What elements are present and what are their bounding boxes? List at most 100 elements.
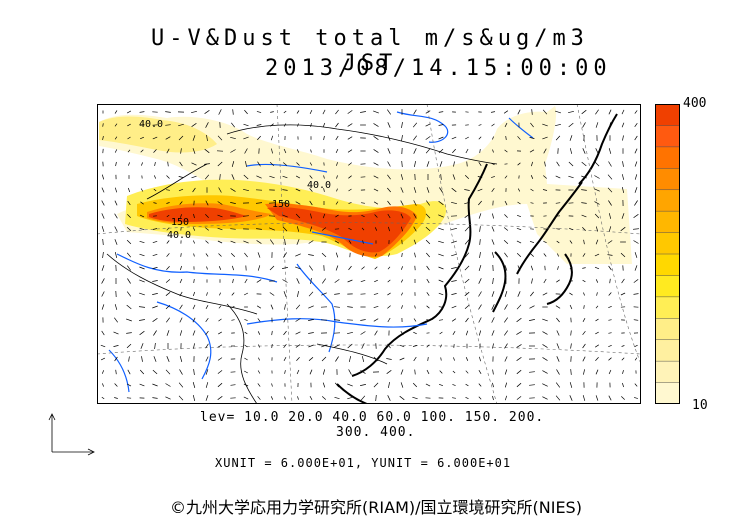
wind-vector bbox=[504, 290, 508, 298]
wind-vector bbox=[335, 135, 339, 141]
wind-vector bbox=[633, 397, 639, 399]
wind-vector bbox=[218, 109, 222, 115]
wind-vector bbox=[166, 266, 170, 270]
wind-vector bbox=[231, 161, 235, 167]
wind-vector bbox=[464, 214, 470, 218]
wind-vector bbox=[114, 200, 118, 206]
wind-vector bbox=[517, 188, 521, 192]
borders bbox=[106, 124, 498, 404]
wind-vector bbox=[438, 111, 444, 113]
wind-vector bbox=[219, 292, 221, 296]
wind-vector bbox=[582, 267, 586, 269]
wind-vector bbox=[348, 240, 352, 244]
wind-vector bbox=[465, 330, 469, 336]
wind-vector bbox=[334, 240, 340, 244]
colorbar-swatch bbox=[655, 189, 680, 212]
wind-vector bbox=[581, 214, 587, 218]
wind-vector bbox=[452, 370, 456, 374]
wind-vector bbox=[413, 200, 417, 206]
wind-vector bbox=[191, 110, 197, 114]
wind-vector bbox=[296, 226, 300, 232]
wind-vector bbox=[231, 292, 235, 296]
wind-vector bbox=[205, 122, 209, 128]
wind-vector bbox=[608, 292, 612, 296]
wind-vector bbox=[152, 318, 158, 322]
wind-vector bbox=[206, 266, 208, 270]
wind-vector bbox=[178, 135, 184, 141]
wind-vector bbox=[529, 319, 535, 321]
contour-label: 40.0 bbox=[307, 180, 331, 191]
wind-vector bbox=[165, 292, 171, 296]
wind-vector bbox=[633, 319, 639, 321]
wind-vector bbox=[308, 357, 314, 361]
wind-vector bbox=[464, 226, 470, 232]
wind-vector bbox=[543, 253, 547, 257]
wind-vector bbox=[426, 252, 430, 258]
wind-vector bbox=[464, 291, 470, 297]
wind-vector bbox=[206, 292, 208, 296]
wind-vector bbox=[373, 149, 379, 153]
wind-vector bbox=[542, 344, 548, 348]
wind-vector bbox=[556, 317, 560, 323]
wind-vector bbox=[256, 228, 262, 230]
wind-vector bbox=[348, 162, 352, 166]
wind-vector bbox=[165, 111, 171, 113]
wind-vector bbox=[336, 188, 338, 192]
wind-vector bbox=[179, 369, 183, 375]
wind-vector bbox=[166, 189, 170, 191]
wind-vector bbox=[360, 395, 366, 401]
wind-vector bbox=[139, 319, 145, 321]
wind-vector bbox=[387, 161, 391, 167]
wind-vector bbox=[608, 344, 612, 348]
wind-vector bbox=[504, 382, 508, 388]
wind-vector bbox=[114, 226, 118, 232]
colorbar-swatch bbox=[655, 211, 680, 234]
wind-vector bbox=[114, 187, 118, 193]
wind-vector bbox=[569, 266, 573, 270]
wind-vector bbox=[282, 226, 288, 232]
wind-vector bbox=[310, 213, 312, 219]
wind-vector bbox=[309, 226, 313, 232]
wind-vector bbox=[256, 124, 262, 126]
wind-vector bbox=[309, 188, 313, 192]
wind-vector bbox=[595, 122, 599, 128]
wind-vector bbox=[595, 279, 599, 283]
wind-vector bbox=[556, 228, 560, 230]
wind-vector bbox=[152, 293, 158, 295]
wind-vector bbox=[100, 357, 106, 361]
wind-vector bbox=[257, 396, 261, 400]
wind-vector bbox=[205, 200, 209, 206]
wind-vector bbox=[205, 343, 209, 349]
wind-vector bbox=[478, 213, 482, 219]
wind-vector bbox=[322, 109, 326, 115]
wind-vector bbox=[517, 265, 521, 271]
wind-vector bbox=[387, 266, 391, 270]
wind-vector bbox=[413, 213, 417, 219]
wind-vector bbox=[517, 201, 521, 205]
wind-vector bbox=[165, 396, 171, 400]
wind-vector bbox=[244, 331, 248, 335]
contour-label: 150 bbox=[171, 217, 189, 228]
wind-vector bbox=[516, 344, 522, 348]
wind-vector bbox=[361, 214, 365, 218]
wind-vector bbox=[321, 396, 327, 400]
wind-vector bbox=[178, 123, 184, 127]
wind-vector bbox=[425, 383, 431, 387]
wind-vector bbox=[425, 239, 431, 245]
wind-vector bbox=[296, 110, 300, 114]
wind-vector bbox=[595, 369, 599, 375]
wind-vector bbox=[621, 213, 625, 219]
wind-vector bbox=[595, 344, 599, 348]
wind-vector bbox=[347, 279, 353, 283]
wind-vector bbox=[191, 123, 197, 127]
wind-vector bbox=[517, 109, 521, 115]
wind-vector bbox=[621, 278, 625, 284]
wind-vector bbox=[413, 148, 417, 154]
wind-vector bbox=[504, 369, 508, 375]
wind-vector bbox=[542, 189, 548, 191]
wind-vector bbox=[347, 123, 353, 127]
wind-vector bbox=[542, 396, 548, 400]
wind-vector bbox=[594, 175, 600, 179]
wind-vector bbox=[413, 187, 417, 193]
wind-vector bbox=[621, 122, 625, 128]
